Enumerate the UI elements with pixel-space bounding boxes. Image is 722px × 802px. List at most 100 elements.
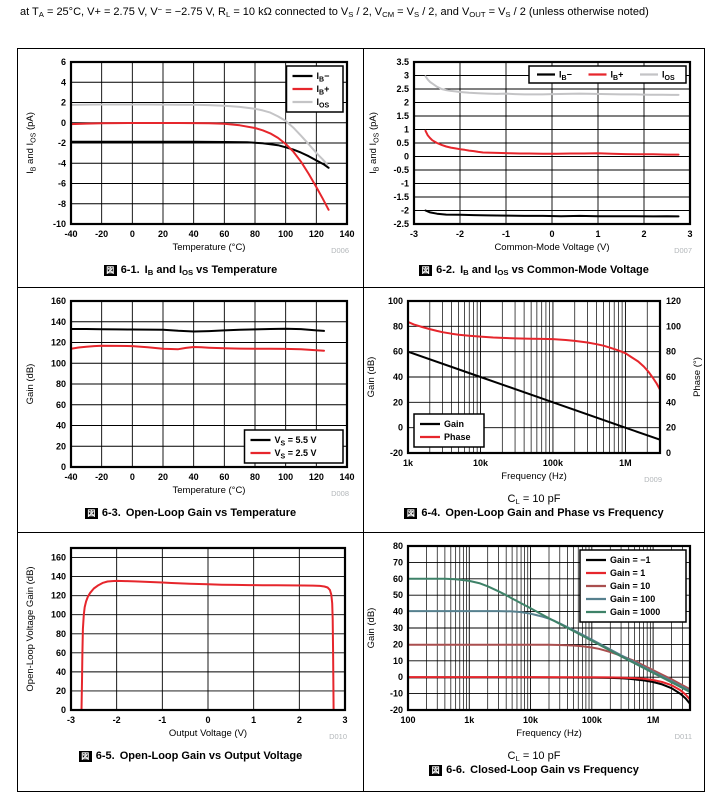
plot-frame	[406, 299, 662, 455]
chart-cell-6-5: -3 -2 -1 0 1 2 3 0 20 40 60 80 100 120 140 160 Output Vo…	[18, 533, 364, 791]
svg-text:80: 80	[55, 629, 65, 639]
series-gain-1000	[408, 577, 690, 694]
svg-text:0: 0	[549, 229, 554, 239]
x-axis-label: Temperature (°C)	[172, 242, 245, 253]
svg-text:60: 60	[219, 472, 229, 482]
svg-text:80: 80	[393, 541, 403, 551]
series-gain	[408, 350, 660, 441]
svg-text:-40: -40	[64, 229, 77, 239]
series-open-loop-gain	[80, 579, 335, 710]
y2-axis-label: Phase (°)	[692, 357, 703, 397]
x-axis-label: Output Voltage (V)	[168, 728, 246, 739]
legend: IB​− IB​+ IOS​	[528, 65, 687, 84]
svg-text:20: 20	[55, 686, 65, 696]
svg-text:IB​−: IB​−	[559, 70, 572, 83]
x-axis-label: Frequency (Hz)	[516, 728, 581, 739]
axis-labels: Frequency (Hz) Gain (dB)	[366, 608, 582, 739]
svg-text:Phase: Phase	[444, 432, 471, 442]
svg-text:Gain = 100: Gain = 100	[610, 594, 655, 604]
svg-text:100k: 100k	[543, 458, 564, 468]
figure-number: 6-6.	[446, 764, 466, 776]
svg-text:20: 20	[157, 472, 167, 482]
svg-text:2.5: 2.5	[396, 84, 409, 94]
x-axis-label: Frequency (Hz)	[501, 471, 566, 482]
figure-number: 6-1.	[120, 264, 140, 276]
svg-text:0: 0	[60, 118, 65, 128]
chart-d008: -40 -20 0 20 40 60 80 100 120 140 0 20 40 60 80 100 120 1…	[25, 296, 355, 498]
chart-d006: -40 -20 0 20 40 60 80 100 120 140-10-8-6-4-20246T…	[25, 57, 355, 255]
tick-labels: 1k 10k 100k 1M -20 0 20 40 60 80 100 0 20 40 60 80 100 12…	[388, 296, 681, 468]
y-axis-label: Gain (dB)	[25, 364, 36, 405]
svg-text:-2: -2	[112, 715, 120, 725]
axis-labels: Frequency (Hz) Gain (dB) Phase (°)	[366, 357, 703, 482]
axis-labels: Temperature (°C) IB​ and IOS​ (pA)	[25, 112, 245, 253]
svg-text:0: 0	[129, 472, 134, 482]
figure-glyph: 図	[429, 764, 443, 776]
y-axis-label: Open-Loop Voltage Gain (dB)	[25, 566, 36, 691]
svg-text:120: 120	[308, 229, 323, 239]
svg-text:3.5: 3.5	[396, 57, 409, 67]
svg-text:4: 4	[60, 77, 65, 87]
svg-text:120: 120	[308, 472, 323, 482]
plot-id-code: D008	[331, 489, 349, 498]
svg-text:VS​ = 5.5 V: VS​ = 5.5 V	[274, 435, 316, 448]
svg-text:-0.5: -0.5	[393, 165, 409, 175]
figure-caption: 図 6-6. Closed-Loop Gain vs Frequency	[429, 764, 639, 776]
svg-text:IB​+: IB​+	[316, 84, 329, 97]
svg-text:-8: -8	[57, 199, 65, 209]
svg-text:-1: -1	[158, 715, 166, 725]
chart-condition: CL = 10 pF	[507, 750, 561, 763]
svg-text:0.5: 0.5	[396, 138, 409, 148]
figure-caption: 図 6-3. Open-Loop Gain vs Temperature	[84, 507, 297, 519]
svg-text:IB​−: IB​−	[316, 71, 329, 84]
svg-text:-4: -4	[57, 158, 65, 168]
plot-frame	[406, 544, 692, 712]
svg-text:IB​+: IB​+	[611, 70, 624, 83]
figure-glyph: 図	[103, 264, 117, 276]
figure-title: Open-Loop Gain and Phase vs Frequency	[445, 507, 664, 519]
figure-glyph: 図	[404, 507, 418, 519]
svg-text:40: 40	[188, 229, 198, 239]
svg-text:60: 60	[393, 347, 403, 357]
figure-caption: 図 6-4. Open-Loop Gain and Phase vs Frequen…	[404, 507, 664, 519]
svg-text:60: 60	[666, 372, 676, 382]
svg-text:Gain = 10: Gain = 10	[610, 581, 650, 591]
y-axis-label: Gain (dB)	[366, 357, 377, 398]
svg-text:0: 0	[398, 423, 403, 433]
y-axis-label: IB​ and IOS​ (pA)	[25, 112, 38, 174]
svg-text:40: 40	[393, 607, 403, 617]
svg-text:0: 0	[666, 448, 671, 458]
svg-text:120: 120	[50, 591, 65, 601]
svg-text:-2: -2	[401, 206, 409, 216]
svg-text:40: 40	[55, 421, 65, 431]
svg-text:1: 1	[404, 125, 409, 135]
svg-text:100: 100	[278, 472, 293, 482]
plot-frame	[412, 60, 692, 226]
series-vs-2-5-v	[70, 344, 325, 352]
svg-text:6: 6	[60, 57, 65, 67]
chart-cell-6-6: 100 1k 10k 100k 1M -20 -10 0 10 20 30 40 50 60 70 80 Fre…	[364, 533, 704, 791]
svg-text:120: 120	[666, 296, 681, 306]
svg-text:100k: 100k	[582, 715, 603, 725]
svg-text:80: 80	[393, 321, 403, 331]
svg-text:80: 80	[666, 347, 676, 357]
svg-text:-3: -3	[410, 229, 418, 239]
figure-title: Open-Loop Gain vs Temperature	[125, 507, 297, 519]
x-axis-label: Common-Mode Voltage (V)	[494, 242, 609, 253]
svg-text:10k: 10k	[523, 715, 539, 725]
svg-text:100: 100	[50, 358, 65, 368]
svg-text:20: 20	[393, 397, 403, 407]
series-ib-	[424, 209, 680, 218]
svg-text:10k: 10k	[473, 458, 489, 468]
plot-id-code: D010	[329, 732, 347, 741]
grid-lines	[70, 548, 345, 711]
svg-text:0: 0	[398, 672, 403, 682]
svg-text:20: 20	[55, 441, 65, 451]
svg-text:20: 20	[157, 229, 167, 239]
series-ios	[424, 75, 680, 96]
svg-text:-3: -3	[66, 715, 74, 725]
svg-text:Gain = 1000: Gain = 1000	[610, 607, 660, 617]
svg-text:VS​ = 2.5 V: VS​ = 2.5 V	[274, 448, 316, 461]
svg-text:60: 60	[55, 400, 65, 410]
